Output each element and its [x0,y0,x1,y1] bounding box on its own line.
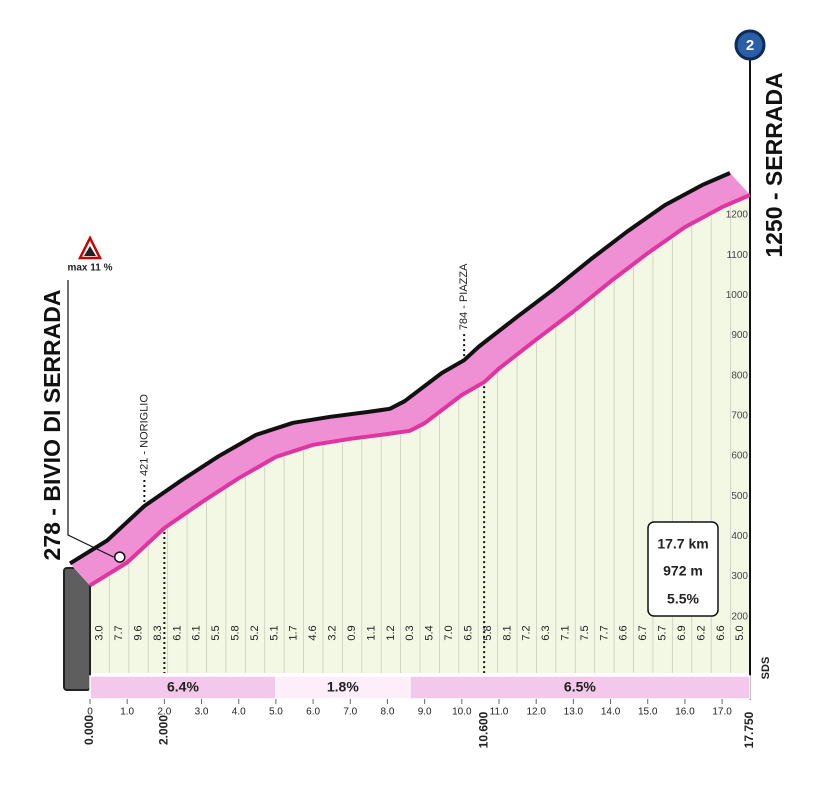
segment-gradient: 0.9 [346,625,358,640]
segment-gradient: 1.1 [365,625,377,640]
annotation-label: 421 - NORIGLIO [138,394,150,476]
x-tick-label: 9.0 [418,707,432,718]
x-tick-label: 6.0 [306,707,320,718]
y-tick-label: 500 [731,491,748,502]
segment-gradient: 3.2 [327,625,339,640]
section-bar [409,675,751,700]
segment-gradient: 4.6 [307,625,319,640]
x-tick-label: 13.0 [564,707,584,718]
key-point-label: 10.600 [476,711,490,748]
x-tick-label: 16.0 [675,707,695,718]
x-tick-label: 11.0 [490,707,509,718]
x-tick-label: 7.0 [343,707,357,718]
segment-gradient: 7.7 [598,625,610,640]
y-tick-label: 700 [731,411,748,422]
y-tick-label: 300 [731,571,748,582]
segment-gradient: 8.1 [501,625,513,640]
plot-background [90,195,750,673]
segment-gradient: 9.6 [132,625,144,640]
segment-gradient: 7.0 [443,625,455,640]
summary-box [647,521,719,617]
x-tick-label: 14.0 [601,707,621,718]
key-point-label: 17.750 [742,711,756,748]
x-tick-label: 10.0 [452,707,472,718]
annotation-label: 784 - PIAZZA [458,263,470,330]
segment-gradient: 1.7 [288,625,300,640]
segment-gradient: 5.5 [210,625,222,640]
segment-gradient: 7.7 [113,625,125,640]
climb-category: 2 [746,37,754,54]
section-label: 1.8% [327,679,359,695]
segment-gradient: 5.0 [734,625,746,640]
segment-gradient: 5.1 [268,625,280,640]
y-tick-label: 600 [731,451,748,462]
max-icon-inner [84,246,96,256]
climb-badge [734,29,766,61]
segment-gradient: 6.7 [637,625,649,640]
start-label: 278 - BIVIO DI SERRADA [39,290,65,561]
x-tick-label: 4.0 [232,707,246,718]
y-tick-label: 900 [731,330,748,341]
x-tick-label: 8.0 [381,707,395,718]
x-tick-label: 5.0 [269,707,283,718]
key-point-label: 2.000 [157,715,171,745]
segment-gradient: 1.2 [385,625,397,640]
y-tick-label: 1200 [726,210,749,221]
segment-gradient: 6.2 [695,625,707,640]
y-tick-label: 1000 [726,290,749,301]
summary-ascent: 972 m [663,563,703,579]
section-label: 6.5% [564,679,596,695]
segment-gradient: 7.1 [559,625,571,640]
segment-gradient: 6.5 [462,625,474,640]
profile-top [68,171,731,566]
y-tick-label: 200 [731,611,748,622]
segment-gradient: 6.9 [676,625,688,640]
y-tick-label: 800 [731,370,748,381]
segment-gradient: 6.6 [715,625,727,640]
max-gradient-leader [67,280,115,558]
finish-label: 1250 - SERRADA [761,72,787,257]
x-tick-label: 2.0 [157,707,171,718]
max-gradient-label: max 11 % [67,263,112,274]
start-block [63,567,91,691]
segment-gradient: 5.8 [229,625,241,640]
summary-gradient: 5.5% [667,591,699,607]
segment-gradient: 3.0 [94,625,106,640]
segment-gradient: 7.5 [579,625,591,640]
segment-gradient: 6.1 [191,625,203,640]
segment-gradient: 8.3 [152,625,164,640]
credit: SDS [760,657,772,680]
x-tick-label: 1.0 [120,707,134,718]
x-tick-label: 0 [87,707,93,718]
x-tick-label: 17.0 [712,707,732,718]
summary-distance: 17.7 km [657,536,708,552]
profile-line [88,193,751,588]
segment-gradient: 0.3 [404,625,416,640]
max-gradient-point [113,551,126,563]
segment-gradient: 6.1 [171,625,183,640]
y-tick-label: 400 [731,531,748,542]
x-tick-label: 15.0 [638,707,658,718]
x-tick-label: 12.0 [526,707,546,718]
x-tick-label: 3.0 [195,707,209,718]
y-tick-label: 1100 [726,250,748,261]
segment-gradient: 7.2 [521,625,533,640]
segment-gradient: 5.7 [657,625,669,640]
key-point-label: 0.000 [82,715,96,745]
segment-gradient: 5.4 [424,625,436,640]
segment-gradient: 6.3 [540,625,552,640]
segment-gradient: 5.2 [249,625,261,640]
segment-gradient: 6.6 [618,625,630,640]
section-label: 6.4% [167,679,199,695]
